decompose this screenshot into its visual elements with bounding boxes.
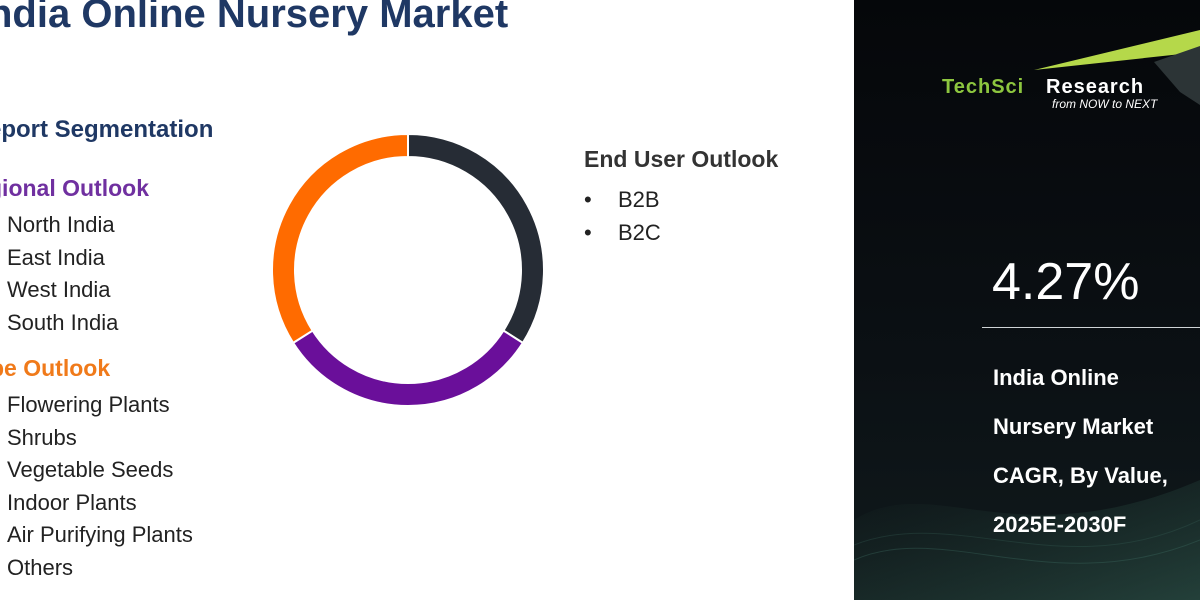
list-item: South India (7, 309, 119, 335)
list-item: North India (7, 212, 115, 237)
list-item: West India (7, 277, 111, 302)
cagr-description-line: India Online (993, 365, 1119, 390)
list-item: Flowering Plants (7, 392, 170, 417)
cagr-description-line: CAGR, By Value, (993, 463, 1168, 488)
type-outlook-heading: pe Outlook (0, 355, 111, 381)
logo-wing-icon (1034, 30, 1200, 105)
list-item: • B2C (584, 216, 778, 249)
list-item: Shrubs (7, 424, 77, 450)
type-outlook-list: Flowering Plants Shrubs Vegetable Seeds … (7, 389, 193, 584)
regional-outlook-list: North India East India West India South … (7, 209, 118, 339)
list-item: East India (7, 244, 105, 270)
end-user-outlook-heading: End User Outlook (584, 146, 779, 172)
techsci-logo: TechSci Research from NOW to NEXT (942, 74, 1192, 124)
donut-chart (271, 132, 545, 407)
divider (982, 327, 1200, 328)
segmentation-heading: eport Segmentation (0, 116, 214, 143)
end-user-list: • B2B • B2C (584, 183, 778, 249)
list-item: • B2B (584, 183, 778, 216)
list-item-label: B2B (618, 187, 660, 212)
logo-research-text: Research (1046, 76, 1145, 98)
cagr-panel: TechSci Research from NOW to NEXT 4.27% … (854, 0, 1200, 600)
donut-slice-1 (291, 329, 525, 407)
donut-slice-2 (271, 132, 409, 345)
list-item-label: B2C (618, 220, 661, 245)
logo-tech-text: TechSci (942, 76, 1025, 98)
page-title: ndia Online Nursery Market (0, 0, 509, 36)
donut-slice-0 (407, 132, 545, 345)
list-item: Indoor Plants (7, 489, 137, 515)
list-item: Others (7, 554, 74, 580)
regional-outlook-heading: gional Outlook (0, 175, 149, 201)
background-wave-graphic (854, 480, 1200, 600)
list-item: Vegetable Seeds (7, 457, 174, 482)
end-user-outlook: End User Outlook • B2B • B2C (584, 146, 778, 249)
cagr-description-line: Nursery Market (993, 414, 1154, 439)
bullet-icon: • (584, 220, 592, 245)
cagr-description-line: 2025E-2030F (993, 512, 1127, 537)
cagr-value: 4.27% (992, 253, 1140, 311)
bullet-icon: • (584, 187, 592, 212)
cagr-description: India Online Nursery Market CAGR, By Val… (993, 358, 1168, 554)
logo-tagline: from NOW to NEXT (1052, 97, 1158, 111)
content-panel: ndia Online Nursery Market eport Segment… (0, 0, 779, 584)
list-item: Air Purifying Plants (7, 522, 193, 547)
